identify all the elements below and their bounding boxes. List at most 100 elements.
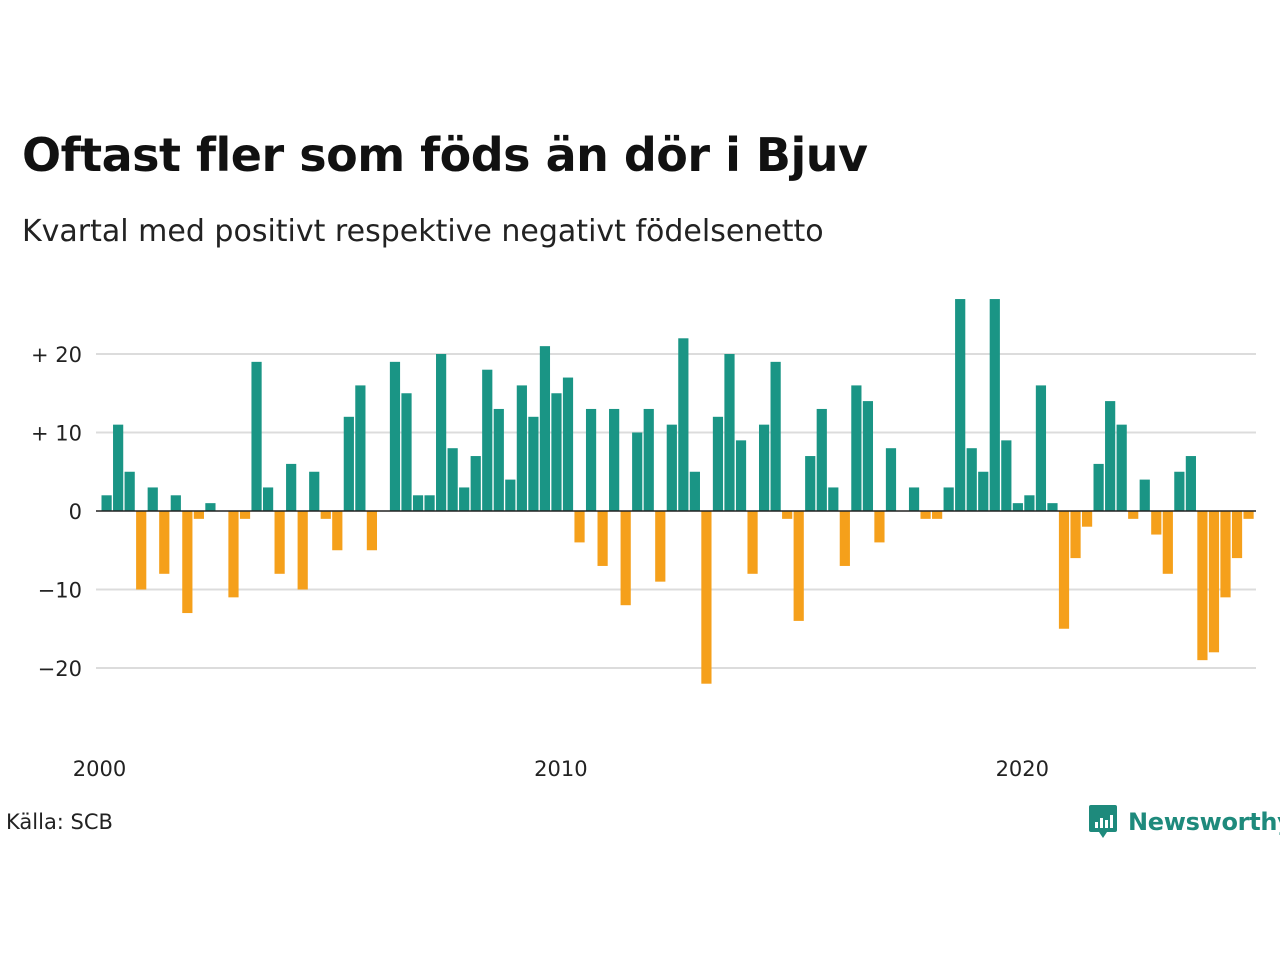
bar-negative	[620, 511, 631, 606]
bar-positive	[401, 393, 412, 511]
bar-positive	[885, 448, 897, 511]
bar-negative	[655, 511, 666, 582]
bar-negative	[136, 511, 147, 590]
bar-positive	[389, 361, 401, 511]
bar-negative	[1128, 511, 1139, 519]
bar-positive	[712, 416, 724, 511]
bar-positive	[989, 299, 1000, 511]
bar-negative	[1151, 511, 1162, 535]
bar-positive	[851, 385, 862, 511]
bar-positive	[482, 369, 493, 511]
bar-positive	[505, 479, 516, 511]
bar-positive	[862, 401, 874, 511]
bar-positive	[978, 471, 989, 511]
bar-positive	[689, 471, 700, 511]
bar-positive	[459, 487, 470, 511]
bar-negative	[320, 511, 331, 519]
bar-negative	[782, 511, 793, 519]
bar-positive	[1047, 503, 1058, 511]
bar-positive	[908, 487, 920, 511]
bar-negative	[1070, 511, 1081, 559]
brand-name: Newsworthy	[1128, 808, 1280, 836]
bar-negative	[1058, 511, 1070, 629]
bar-negative	[1243, 511, 1254, 519]
bar-positive	[770, 361, 781, 511]
bar-positive	[758, 424, 770, 511]
bar-positive	[724, 354, 735, 511]
bar-negative	[274, 511, 285, 574]
bar-positive	[113, 424, 124, 511]
bar-negative	[920, 511, 931, 519]
bar-positive	[666, 424, 677, 511]
bar-positive	[828, 487, 839, 511]
bar-positive	[205, 503, 216, 511]
bar-positive	[562, 377, 574, 511]
bar-positive	[124, 471, 135, 511]
brand-logo: Newsworthy	[1088, 804, 1280, 840]
bar-chart: + 20 + 10 0 −10 −20 2000 2010 2020	[31, 299, 1256, 781]
chart-subtitle: Kvartal med positivt respektive negativt…	[22, 214, 824, 249]
bar-negative	[366, 511, 378, 551]
bar-positive	[539, 346, 551, 511]
bar-positive	[424, 495, 435, 511]
bar-positive	[309, 471, 320, 511]
bar-positive	[1093, 463, 1104, 511]
bar-positive	[1185, 456, 1196, 511]
y-tick-label: −10	[38, 579, 82, 603]
bar-positive	[1139, 479, 1150, 511]
chart-title: Oftast fler som föds än dör i Bjuv	[22, 128, 868, 182]
bar-negative	[597, 511, 608, 566]
bar-positive	[1105, 401, 1116, 511]
bar-negative	[1220, 511, 1231, 598]
bar-positive	[585, 408, 597, 511]
x-tick-label: 2020	[996, 757, 1049, 781]
bar-negative	[839, 511, 850, 566]
bar-positive	[943, 487, 954, 511]
bar-negative	[332, 511, 343, 551]
bar-positive	[516, 385, 527, 511]
bar-negative	[1208, 511, 1220, 653]
bar-positive	[147, 487, 158, 511]
bar-positive	[1001, 440, 1012, 511]
bar-positive	[493, 408, 504, 511]
bar-positive	[678, 338, 689, 511]
y-tick-label: + 20	[31, 343, 82, 367]
bar-negative	[574, 511, 585, 543]
bar-positive	[735, 440, 747, 511]
y-tick-label: + 10	[31, 422, 82, 446]
x-tick-label: 2000	[73, 757, 126, 781]
bar-positive	[643, 408, 654, 511]
bar-positive	[805, 456, 816, 511]
bar-positive	[101, 495, 112, 511]
bar-positive	[1174, 471, 1185, 511]
bar-negative	[239, 511, 251, 519]
bar-positive	[470, 456, 481, 511]
bar-positive	[251, 361, 262, 511]
y-tick-label: 0	[69, 500, 82, 524]
bar-negative	[297, 511, 308, 590]
bar-negative	[193, 511, 204, 519]
bar-negative	[228, 511, 239, 598]
bar-positive	[632, 432, 643, 511]
bar-negative	[1081, 511, 1093, 527]
bar-negative	[1162, 511, 1173, 574]
bar-positive	[966, 448, 977, 511]
bar-positive	[1035, 385, 1047, 511]
bar-positive	[412, 495, 424, 511]
bar-positive	[355, 385, 366, 511]
bar-positive	[1012, 503, 1023, 511]
bar-positive	[436, 354, 447, 511]
bar-negative	[932, 511, 943, 519]
newsworthy-logo-icon	[1089, 805, 1117, 838]
bar-negative	[701, 511, 712, 684]
bar-positive	[609, 408, 620, 511]
bar-positive	[816, 408, 827, 511]
bar-negative	[874, 511, 885, 543]
bar-positive	[551, 393, 562, 511]
y-tick-label: −20	[38, 657, 82, 681]
bar-negative	[747, 511, 758, 574]
bar-negative	[159, 511, 170, 574]
bar-positive	[447, 448, 458, 511]
bar-positive	[955, 299, 966, 511]
source-note: Källa: SCB	[6, 810, 113, 834]
